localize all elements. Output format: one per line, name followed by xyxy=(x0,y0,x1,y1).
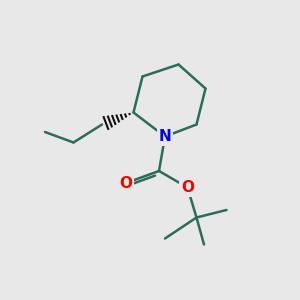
Text: O: O xyxy=(119,176,133,190)
Text: O: O xyxy=(181,180,194,195)
Text: N: N xyxy=(159,129,171,144)
